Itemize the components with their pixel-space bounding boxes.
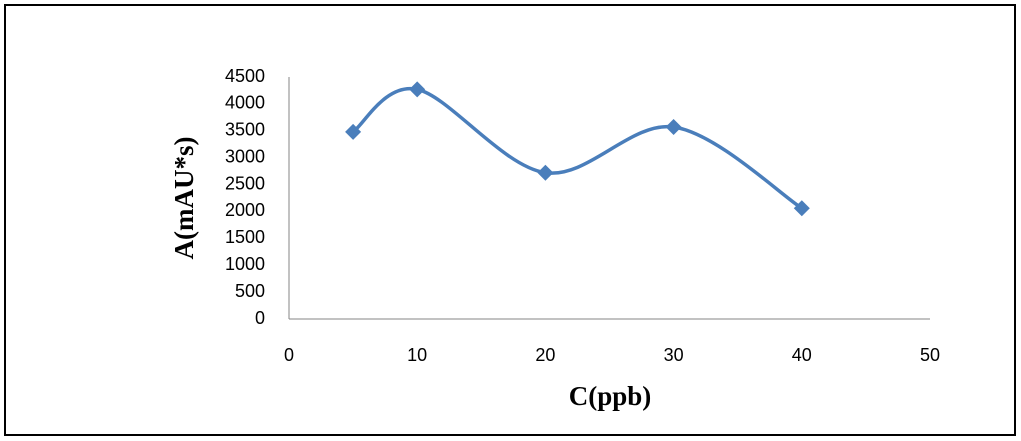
x-tick-label: 40 <box>792 345 812 365</box>
x-axis-title: C(ppb) <box>569 381 652 411</box>
y-tick-label: 1500 <box>225 227 265 247</box>
data-point <box>665 119 682 136</box>
y-tick-label: 3500 <box>225 120 265 140</box>
x-tick-label: 30 <box>664 345 684 365</box>
data-point <box>409 81 426 98</box>
x-tick-label: 50 <box>920 345 940 365</box>
data-point <box>793 200 810 217</box>
data-point <box>537 164 554 181</box>
y-tick-label: 2000 <box>225 200 265 220</box>
y-tick-label: 4500 <box>225 66 265 86</box>
x-tick-label: 10 <box>407 345 427 365</box>
x-tick-label: 0 <box>284 345 294 365</box>
chart-border <box>4 4 1016 436</box>
y-tick-label: 1000 <box>225 254 265 274</box>
y-tick-label: 500 <box>235 281 265 301</box>
y-tick-label: 0 <box>255 308 265 328</box>
y-tick-label: 2500 <box>225 173 265 193</box>
x-tick-label: 20 <box>535 345 555 365</box>
y-tick-label: 4000 <box>225 93 265 113</box>
y-tick-label: 3000 <box>225 146 265 166</box>
data-point <box>345 123 362 140</box>
y-axis-title: A(mAU*s) <box>169 137 199 260</box>
